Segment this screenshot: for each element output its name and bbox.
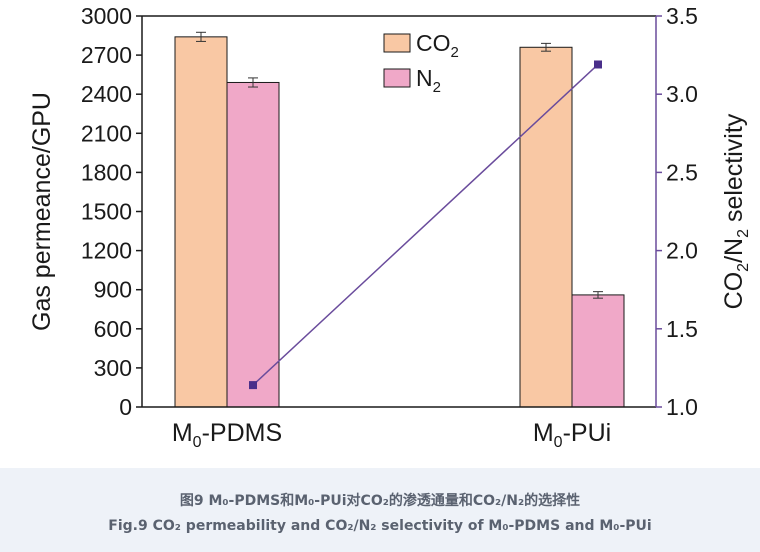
y-tick-label-0: 0 [119, 394, 132, 420]
selectivity-line [252, 63, 599, 386]
y2-tick-label-3: 2.5 [666, 159, 698, 185]
bar-n2-1 [571, 294, 625, 408]
legend-label-co2: CO2 [416, 30, 459, 61]
legend-swatch-co2 [383, 33, 411, 53]
y-tick-label-8: 2400 [81, 81, 132, 107]
bar-co2-0 [174, 36, 228, 408]
y-axis-title: Gas permeance/GPU [28, 92, 56, 331]
figure-caption: 图9 M₀-PDMS和M₀-PUi对CO₂的渗透通量和CO₂/N₂的选择性 Fi… [0, 468, 760, 552]
y2-axis-title: CO2/N2 selectivity [720, 113, 752, 309]
y-tick-label-3: 900 [94, 277, 132, 303]
y-tick-label-4: 1200 [81, 238, 132, 264]
caption-chinese: 图9 M₀-PDMS和M₀-PUi对CO₂的渗透通量和CO₂/N₂的选择性 [179, 493, 581, 509]
y2-tick-label-5: 3.5 [666, 3, 698, 29]
y-tick-label-6: 1800 [81, 159, 132, 185]
y-tick-label-7: 2100 [81, 120, 132, 146]
y2-tick-label-0: 1.0 [666, 394, 698, 420]
y-tick-label-9: 2700 [81, 42, 132, 68]
y-tick-label-1: 300 [94, 355, 132, 381]
bar-n2-0 [226, 81, 280, 408]
chart: 0 300 600 900 1200 1500 1800 2100 2400 2700 3000 1.… [28, 3, 752, 451]
selectivity-point-1 [594, 60, 602, 69]
bar-co2-1 [519, 46, 573, 408]
y-tick-label-5: 1500 [81, 199, 132, 225]
y-tick-label-2: 600 [94, 316, 132, 342]
legend-label-n2: N2 [416, 65, 441, 96]
y2-tick-label-2: 2.0 [666, 238, 698, 264]
caption-english: Fig.9 CO₂ permeability and CO₂/N₂ select… [108, 518, 652, 534]
x-tick-label-0: M0-PDMS [172, 419, 282, 451]
x-tick-label-1: M0-PUi [533, 419, 611, 451]
y2-tick-label-4: 3.0 [666, 81, 698, 107]
legend-swatch-n2 [383, 68, 411, 88]
selectivity-point-0 [249, 381, 257, 390]
y2-tick-label-1: 1.5 [666, 316, 698, 342]
y-tick-label-10: 3000 [81, 3, 132, 29]
